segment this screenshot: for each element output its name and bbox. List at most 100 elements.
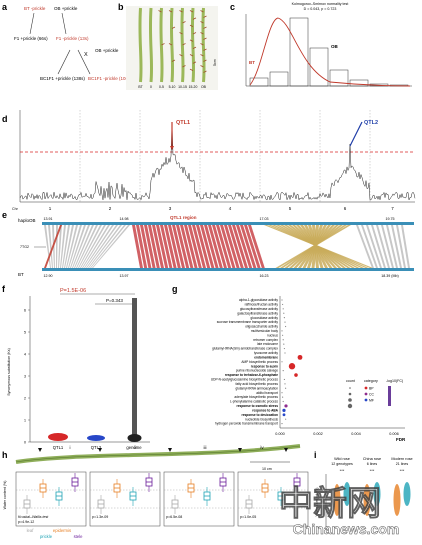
prickle (189, 68, 194, 72)
go-dot (281, 361, 283, 363)
e-top-tick: 19.75 (386, 217, 395, 221)
panel-b-label: b (118, 2, 124, 12)
ribbon-grey (391, 225, 402, 268)
go-dot (282, 370, 284, 372)
hist-bar (329, 69, 349, 87)
synteny-ribbons (44, 225, 410, 268)
go-term: adenylate biosynthetic process (234, 395, 278, 399)
stem-marker (38, 448, 42, 452)
ribbon-grey (376, 225, 390, 268)
chr-label: 4 (229, 206, 232, 211)
go-dot (282, 408, 286, 412)
go-term: alpha-1-glycosidase activity (239, 298, 278, 302)
c-ob-tag: OB (331, 44, 339, 49)
prickle (192, 17, 197, 20)
i-group-sub: 6 lines (367, 462, 378, 466)
ribbon-grey (88, 225, 122, 268)
i-violins (333, 482, 411, 516)
h-subpanel (237, 471, 309, 527)
prickle (179, 10, 183, 13)
qtl2-label: QTL2 (364, 120, 378, 126)
go-dot (285, 387, 287, 389)
prickle (203, 26, 207, 29)
ribbon-red (208, 225, 223, 268)
ribbon-gold (275, 225, 351, 268)
ribbon-red (136, 225, 148, 268)
prickle (171, 26, 176, 29)
prickle (158, 10, 162, 13)
go-term: galactosyltransferase activity (237, 311, 278, 315)
hist-bar (309, 47, 329, 87)
hist-bar (269, 71, 289, 87)
ribbon-red (224, 225, 240, 268)
chr-label: 6 (344, 206, 347, 211)
ribbon-red (176, 225, 190, 268)
panel-c: c Kolmogorov–Smirnov normality test D = … (230, 2, 412, 87)
hist-bar (349, 79, 369, 87)
prickle (203, 37, 207, 40)
legend-count-dot (347, 403, 353, 409)
prickle (200, 21, 204, 24)
legend-count: count (346, 379, 355, 383)
go-dot (282, 334, 284, 336)
legend-category-item: MF (369, 398, 374, 402)
stem-0 (138, 7, 143, 83)
ribbon-grey (386, 225, 398, 268)
prickle (200, 32, 204, 35)
chr-label: 2 (109, 206, 112, 211)
b-cat-label: BT (138, 85, 142, 89)
h-roman: iv (260, 445, 264, 450)
qtl1-label: QTL1 (176, 120, 190, 126)
ribbon-red (168, 225, 181, 268)
legend-fdr-bar (388, 386, 391, 406)
hist-bar (249, 77, 269, 87)
go-term: endomembrane (254, 355, 278, 359)
go-term: oligosaccharide activity (245, 325, 278, 329)
e-bot-tick: 12.90 (44, 274, 53, 278)
ribbon-red (160, 225, 173, 268)
boxplots (15, 471, 309, 527)
f-ytick: 6 (24, 308, 26, 312)
bt-track (42, 268, 414, 271)
g-xtick: 0.000 (275, 432, 285, 436)
ribbon-grey (68, 225, 82, 268)
stem-6 (201, 7, 206, 83)
c-title: Kolmogorov–Smirnov normality test (292, 2, 349, 6)
ribbon-red (152, 225, 164, 268)
panel-f-label: f (2, 284, 6, 294)
prickle (182, 65, 186, 68)
h-roman: ii (134, 445, 136, 450)
go-term: response to desiccation (242, 413, 279, 417)
f-pval1: P=1.5E-06 (60, 288, 86, 294)
ribbon-grey (366, 225, 382, 268)
go-dot (285, 418, 287, 420)
ribbon-gene (44, 225, 62, 268)
ribbon-red (164, 225, 177, 268)
prickle (203, 15, 207, 18)
ribbon-grey (361, 225, 378, 268)
ribbon-grey (90, 225, 126, 268)
ribbon-grey (58, 225, 62, 268)
go-term: purine ribonucleoside salvage (236, 369, 278, 373)
go-term-list: alpha-1-glycosidase activityraffinose/fr… (211, 298, 279, 426)
go-dot (281, 422, 283, 425)
legend-count-dot (348, 392, 352, 396)
a-ob-label: OB +prickle (54, 6, 78, 11)
legend-category: category (364, 379, 378, 383)
prickle (203, 59, 207, 62)
go-dot (283, 317, 285, 319)
chr-prefix: Chr (12, 207, 19, 211)
go-term: retromer complex (253, 338, 278, 342)
i-group-name: Wild rose (334, 457, 350, 461)
legend-category-dot (364, 386, 368, 390)
f-ytick: 4 (24, 352, 26, 356)
panel-a: a BT -prickle OB +prickle F1 +prickle (6… (2, 2, 130, 81)
a-ob2: OB +prickle (95, 48, 119, 53)
b-cat-label: 15-20 (189, 85, 198, 89)
stem-5 (190, 7, 196, 83)
go-term: AMP biosynthetic process (241, 360, 278, 364)
a-bt-label: BT -prickle (24, 6, 46, 11)
go-term: sucrose transmembrane transporter activi… (217, 320, 279, 324)
violin-genome (132, 298, 137, 438)
